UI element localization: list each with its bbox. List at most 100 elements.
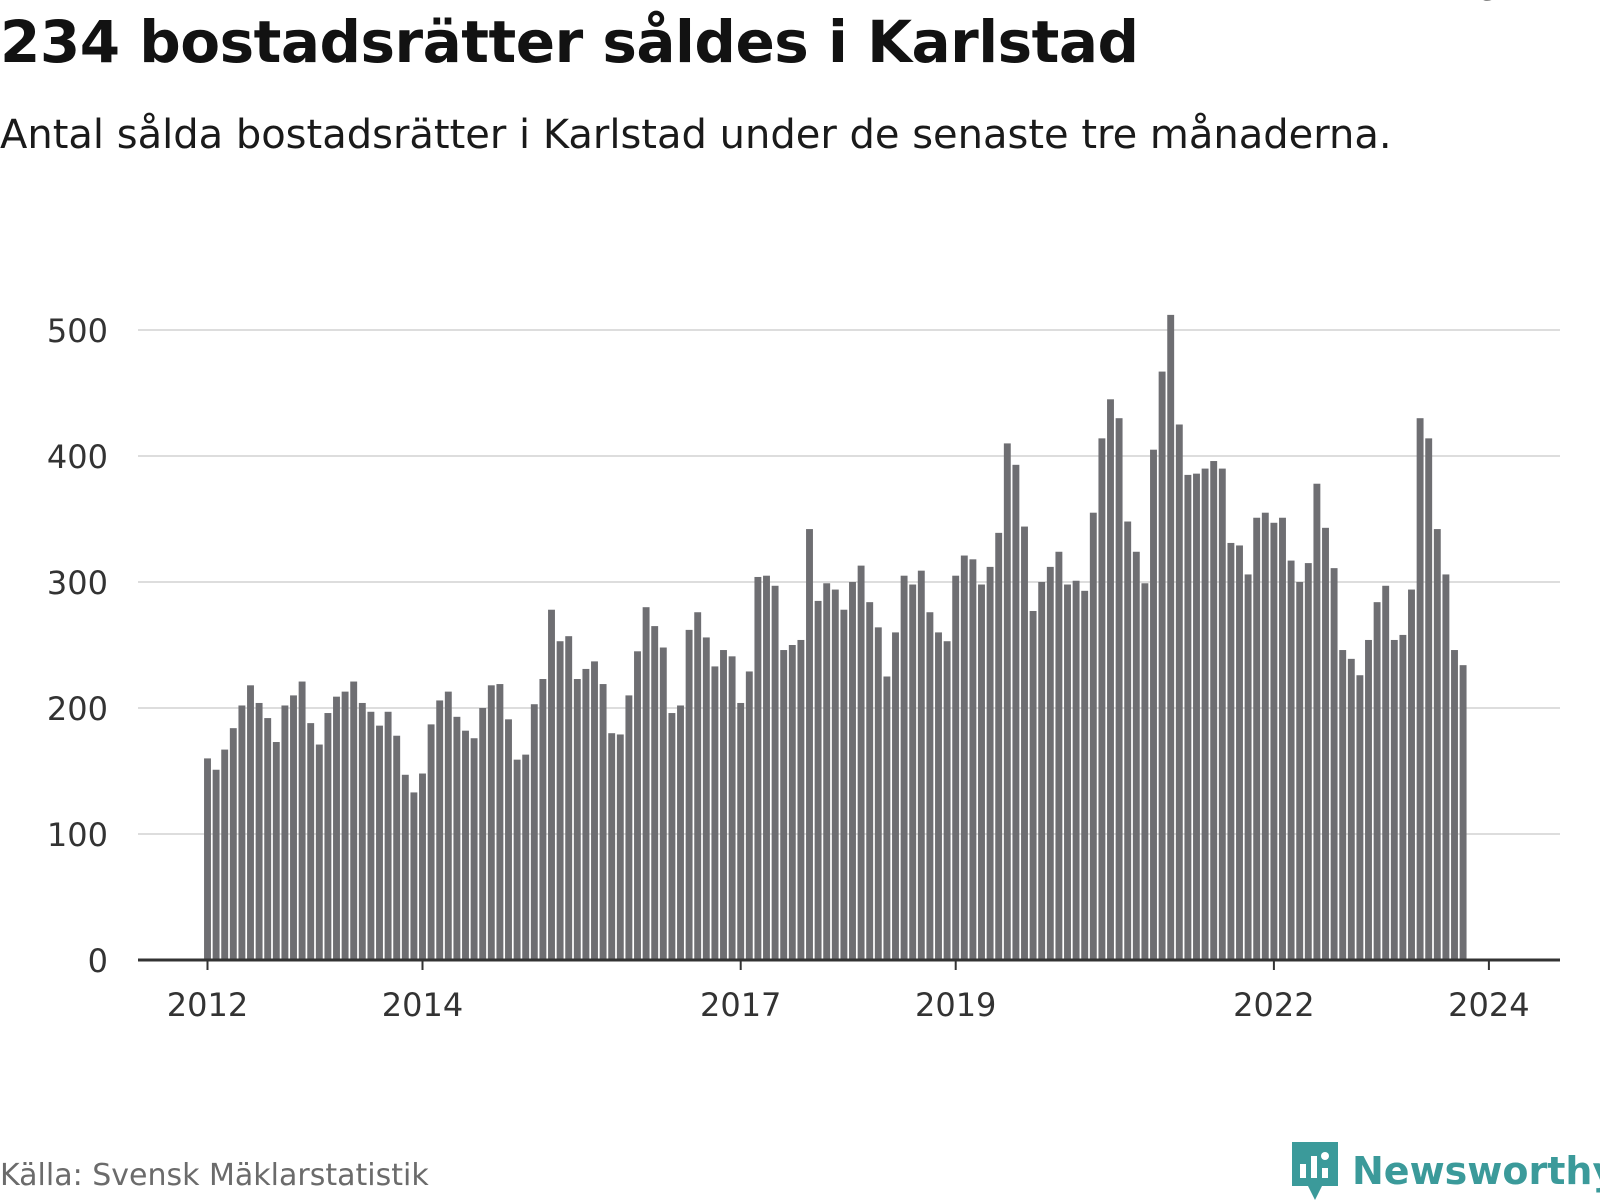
bar	[702, 637, 710, 960]
bar	[616, 734, 624, 960]
bar	[582, 668, 590, 960]
bar	[298, 681, 306, 960]
y-tick-label: 0	[88, 942, 108, 980]
bar	[1356, 675, 1364, 960]
bar	[1382, 585, 1390, 960]
x-tick-label: 2019	[915, 986, 996, 1024]
x-tick-label: 2024	[1448, 986, 1529, 1024]
bar	[1210, 461, 1218, 960]
bar	[986, 566, 994, 960]
bar	[1072, 580, 1080, 960]
bar	[1347, 658, 1355, 960]
bar	[1141, 583, 1149, 960]
bar	[315, 744, 323, 960]
bar	[978, 584, 985, 960]
bar	[866, 602, 874, 960]
bar	[1287, 560, 1295, 960]
newsworthy-logo-icon	[1292, 1142, 1338, 1200]
x-tick-label: 2014	[382, 986, 463, 1024]
bar	[1425, 438, 1433, 960]
bar	[1124, 521, 1132, 960]
bar	[505, 719, 512, 960]
bar	[1365, 639, 1372, 960]
bar	[307, 723, 315, 960]
bar	[281, 705, 289, 960]
bar	[685, 629, 693, 960]
bar	[1038, 582, 1046, 960]
bar	[745, 671, 753, 960]
bar	[290, 695, 297, 960]
bar	[677, 705, 684, 960]
bar	[350, 681, 358, 960]
bar	[573, 679, 581, 960]
bar	[995, 532, 1003, 960]
bar	[1442, 574, 1450, 960]
bar	[909, 584, 917, 960]
bar	[1322, 527, 1329, 960]
bar	[788, 645, 796, 960]
bar	[333, 696, 340, 960]
bar	[1175, 424, 1183, 960]
bar	[694, 612, 702, 960]
bar	[470, 738, 478, 960]
y-tick-label: 500	[47, 312, 108, 350]
bar	[1003, 443, 1011, 960]
bar	[668, 713, 676, 960]
highlight-data-label: 234	[1456, 0, 1521, 9]
bar	[1029, 610, 1037, 960]
bar	[479, 708, 487, 960]
bar	[763, 575, 770, 960]
bar	[367, 711, 375, 960]
bar	[1046, 566, 1054, 960]
y-tick-label: 100	[47, 816, 108, 854]
bar	[1270, 522, 1278, 960]
bar	[264, 718, 272, 960]
bar	[892, 632, 899, 960]
bar	[238, 705, 246, 960]
bar	[221, 749, 229, 960]
bar	[419, 773, 426, 960]
y-tick-label: 400	[47, 438, 108, 476]
bar	[935, 632, 942, 960]
chart-title: 234 bostadsrätter såldes i Karlstad	[0, 8, 1139, 76]
bar	[634, 651, 641, 960]
bar	[1089, 512, 1097, 960]
bar	[642, 607, 650, 960]
bar	[393, 735, 401, 960]
bar	[1218, 468, 1226, 960]
brand-logo[interactable]: Newsworthy	[1290, 1140, 1600, 1202]
bar	[926, 612, 934, 960]
y-axis-labels: 0 100 200 300 400 500	[47, 312, 108, 980]
bar	[487, 685, 495, 960]
bar	[591, 661, 598, 960]
bar	[1279, 517, 1286, 960]
bar	[1158, 371, 1166, 961]
bar	[1021, 526, 1028, 960]
bar	[462, 730, 469, 960]
bar	[917, 570, 925, 960]
bar	[1098, 438, 1106, 960]
bar	[1339, 650, 1347, 960]
x-tick-label: 2017	[700, 986, 781, 1024]
bar	[1399, 634, 1407, 960]
bar	[625, 695, 633, 960]
bar	[831, 589, 839, 960]
bar	[436, 700, 444, 960]
bar	[410, 792, 418, 960]
bar	[1012, 464, 1020, 960]
bar	[212, 769, 220, 960]
bar	[599, 684, 607, 960]
bar	[1236, 545, 1243, 960]
bar-chart: 0 100 200 300 400 500 2012 2014 2017 2019 2022 202…	[47, 0, 1560, 1024]
bar	[754, 576, 762, 960]
bar	[1081, 590, 1089, 960]
bar	[453, 716, 461, 960]
bar	[720, 650, 727, 960]
bar	[608, 733, 616, 960]
bar	[1064, 584, 1071, 960]
bar	[548, 609, 555, 960]
bar	[341, 691, 349, 960]
bar	[427, 724, 435, 960]
bar	[883, 676, 891, 960]
data-labels: 234	[1452, 0, 1525, 13]
